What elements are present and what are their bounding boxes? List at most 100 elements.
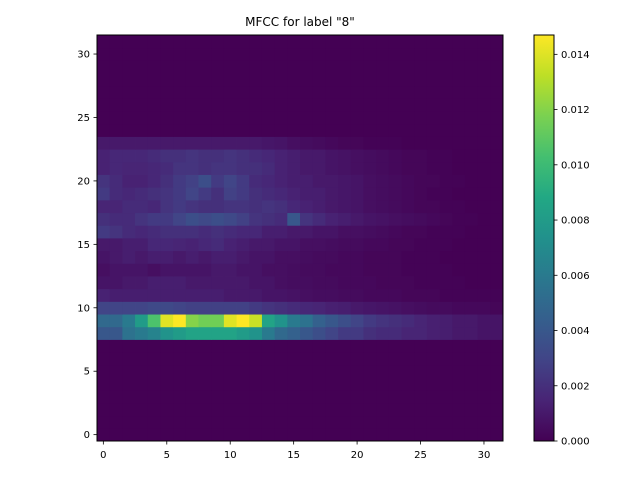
heatmap-cell [185,352,199,366]
heatmap-cell [350,276,364,290]
heatmap-cell [287,225,301,239]
colorbar-tick-label: 0.012 [561,105,590,116]
heatmap-cell [490,187,504,201]
heatmap-cell [109,377,123,391]
heatmap-cell [198,85,212,99]
heatmap-cell [363,199,377,214]
heatmap-cell [426,352,440,366]
heatmap-cell [198,98,212,112]
heatmap-cell [223,123,237,137]
heatmap-cell [274,377,288,391]
heatmap-cell [261,402,276,417]
heatmap-cell [477,174,491,188]
heatmap-cell [274,288,288,302]
heatmap-cell [287,314,301,328]
heatmap-cell [236,73,250,87]
heatmap-cell [350,35,364,49]
heatmap-cell [147,73,161,87]
heatmap-cell [401,288,415,302]
heatmap-cell [287,390,301,404]
heatmap-cell [490,250,504,264]
heatmap-cell [426,288,440,302]
heatmap-cell [350,73,364,87]
heatmap-cell [109,390,123,404]
heatmap-cell [261,288,276,302]
heatmap-cell [439,123,453,137]
heatmap-cell [300,85,314,99]
heatmap-cell [249,326,263,340]
heatmap-cell [173,428,187,442]
heatmap-cell [122,390,136,404]
heatmap-cell [300,149,314,163]
heatmap-cell [363,390,377,404]
heatmap-cell [338,212,352,226]
heatmap-cell [198,174,212,188]
heatmap-cell [261,174,276,188]
heatmap-cell [414,225,428,239]
heatmap-cell [388,352,402,366]
heatmap-cell [350,174,364,188]
heatmap-cell [376,314,390,328]
heatmap-cell [274,199,288,214]
heatmap-cell [173,73,187,87]
heatmap-cell [363,250,377,264]
heatmap-cell [439,402,453,417]
heatmap-cell [414,326,428,340]
heatmap-cell [338,415,352,429]
heatmap-cell [135,98,149,112]
heatmap-cell [401,390,415,404]
heatmap-cell [211,136,225,150]
heatmap-cell [414,377,428,391]
heatmap-cell [350,47,364,61]
heatmap-cell [300,415,314,429]
heatmap-cell [350,225,364,239]
heatmap-cell [426,212,440,226]
heatmap-cell [426,301,440,315]
heatmap-cell [350,390,364,404]
heatmap-cell [439,47,453,61]
heatmap-cell [261,250,276,264]
heatmap-cell [249,98,263,112]
heatmap-cell [312,276,326,290]
heatmap-cell [414,149,428,163]
heatmap-cell [338,326,352,340]
heatmap-cell [211,276,225,290]
heatmap-cell [300,276,314,290]
heatmap-cell [198,212,212,226]
heatmap-cell [109,250,123,264]
heatmap-cell [490,263,504,277]
heatmap-cell [122,402,136,417]
heatmap-cell [363,225,377,239]
heatmap-cell [198,263,212,277]
heatmap-cell [363,352,377,366]
heatmap-cell [300,174,314,188]
heatmap-cell [211,415,225,429]
heatmap-cell [464,47,479,61]
heatmap-cell [452,98,466,112]
heatmap-cell [173,187,187,201]
heatmap-cell [211,326,225,340]
heatmap-cell [274,187,288,201]
heatmap-cell [109,161,123,175]
heatmap-cell [312,301,326,315]
heatmap-cell [147,314,161,328]
heatmap-cell [401,161,415,175]
heatmap-cell [223,326,237,340]
colorbar-tick-label: 0.004 [561,326,590,337]
plot-frame [96,34,504,442]
heatmap-cell [147,225,161,239]
colorbar-ticks: 0.000 0.002 0.004 0.006 0.008 0.010 0.012 0.014 [554,50,590,448]
heatmap-cell [477,326,491,340]
heatmap-cell [249,352,263,366]
heatmap-cell [376,111,390,125]
heatmap-cell [312,199,326,214]
heatmap-cell [363,35,377,49]
heatmap-cell [261,199,276,214]
heatmap-cell [97,161,111,175]
heatmap-cell [109,263,123,277]
heatmap-cell [312,314,326,328]
heatmap-cell [350,60,364,74]
heatmap-cell [300,199,314,214]
heatmap-cell [236,339,250,353]
heatmap-cell [464,390,479,404]
